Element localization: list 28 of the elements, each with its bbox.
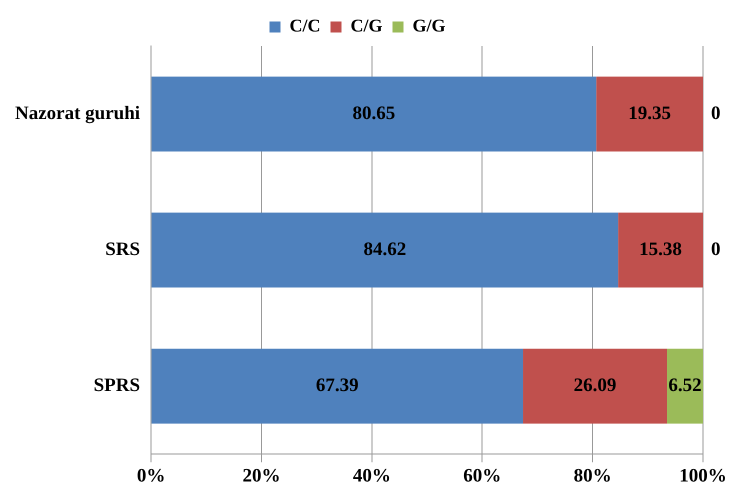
bar xyxy=(667,348,703,424)
x-tick-label: 100% xyxy=(679,466,727,487)
bar xyxy=(618,212,703,288)
y-tick-label: SRS xyxy=(105,239,140,260)
x-tick-label: 0% xyxy=(136,466,166,487)
x-tick-label: 40% xyxy=(352,466,391,487)
data-label: 15.38 xyxy=(639,239,682,260)
bar xyxy=(152,348,524,424)
y-tick-label: SPRS xyxy=(94,375,140,396)
legend-label: G/G xyxy=(412,16,446,36)
data-label: 0 xyxy=(711,239,720,260)
data-label: 84.62 xyxy=(363,239,406,260)
bar xyxy=(152,212,618,288)
y-tick-label: Nazorat guruhi xyxy=(15,102,140,124)
data-label: 6.52 xyxy=(668,375,702,396)
x-tick-label: 60% xyxy=(463,466,502,487)
x-tick-label: 80% xyxy=(574,466,612,487)
legend-label: C/C xyxy=(290,16,320,36)
legend-label: C/G xyxy=(350,16,383,36)
bar xyxy=(596,76,703,152)
x-tick-label: 20% xyxy=(242,466,280,487)
data-label: 19.35 xyxy=(628,102,671,124)
data-label: 26.09 xyxy=(574,375,616,396)
data-label: 80.65 xyxy=(352,102,396,124)
bar xyxy=(152,76,596,152)
data-label: 67.39 xyxy=(316,375,359,396)
bar xyxy=(523,348,668,424)
data-label: 0 xyxy=(711,102,720,124)
